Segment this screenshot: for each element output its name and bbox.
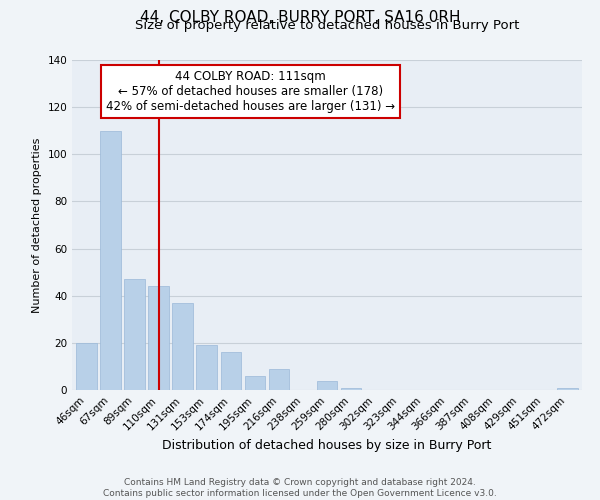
Bar (76, 343, 97, 390)
Bar (557, 388, 578, 390)
Text: 44, COLBY ROAD, BURRY PORT, SA16 0RH: 44, COLBY ROAD, BURRY PORT, SA16 0RH (140, 10, 460, 25)
Y-axis label: Number of detached properties: Number of detached properties (32, 138, 42, 312)
Text: Contains HM Land Registry data © Crown copyright and database right 2024.
Contai: Contains HM Land Registry data © Crown c… (103, 478, 497, 498)
Bar (245, 376, 265, 390)
Bar (221, 352, 241, 390)
Bar (341, 388, 361, 390)
Bar (148, 286, 169, 390)
X-axis label: Distribution of detached houses by size in Burry Port: Distribution of detached houses by size … (163, 438, 491, 452)
Bar (100, 130, 121, 390)
Title: Size of property relative to detached houses in Burry Port: Size of property relative to detached ho… (135, 20, 519, 32)
Bar (196, 345, 217, 390)
Text: 44 COLBY ROAD: 111sqm
← 57% of detached houses are smaller (178)
42% of semi-det: 44 COLBY ROAD: 111sqm ← 57% of detached … (106, 70, 395, 113)
Bar (317, 380, 337, 390)
Bar (269, 369, 289, 390)
Bar (172, 303, 193, 390)
Bar (124, 279, 145, 390)
